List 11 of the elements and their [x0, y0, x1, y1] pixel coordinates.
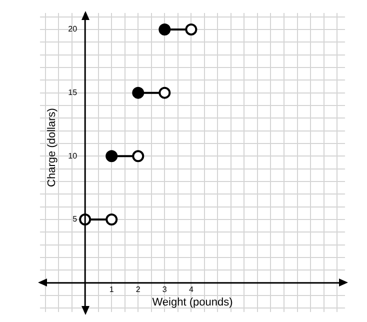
y-tick-label: 15 [68, 88, 78, 98]
x-tick-label: 1 [109, 284, 114, 294]
x-tick-label: 3 [162, 284, 168, 294]
y-tick-label: 10 [68, 151, 78, 160]
x-axis-title: Weight (pounds) [152, 296, 233, 308]
y-tick-label: 5 [72, 214, 78, 224]
point [106, 214, 118, 226]
y-axis-title: Charge (dollars) [46, 108, 58, 187]
x-tick-label: 4 [188, 284, 194, 294]
y-tick-label: 20 [68, 24, 78, 34]
x-tick-label: 2 [136, 284, 141, 294]
